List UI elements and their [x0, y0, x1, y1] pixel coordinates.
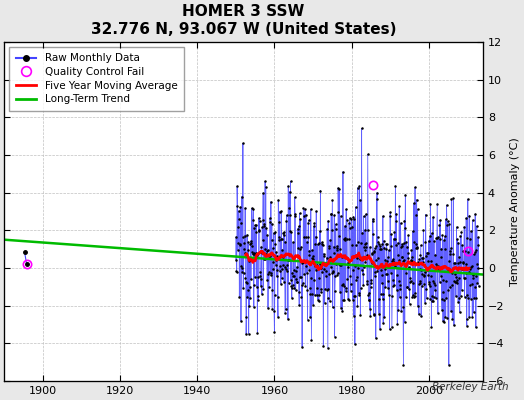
Title: HOMER 3 SSW
32.776 N, 93.067 W (United States): HOMER 3 SSW 32.776 N, 93.067 W (United S…: [91, 4, 396, 36]
Text: Berkeley Earth: Berkeley Earth: [432, 382, 508, 392]
Y-axis label: Temperature Anomaly (°C): Temperature Anomaly (°C): [510, 137, 520, 286]
Legend: Raw Monthly Data, Quality Control Fail, Five Year Moving Average, Long-Term Tren: Raw Monthly Data, Quality Control Fail, …: [9, 47, 184, 110]
